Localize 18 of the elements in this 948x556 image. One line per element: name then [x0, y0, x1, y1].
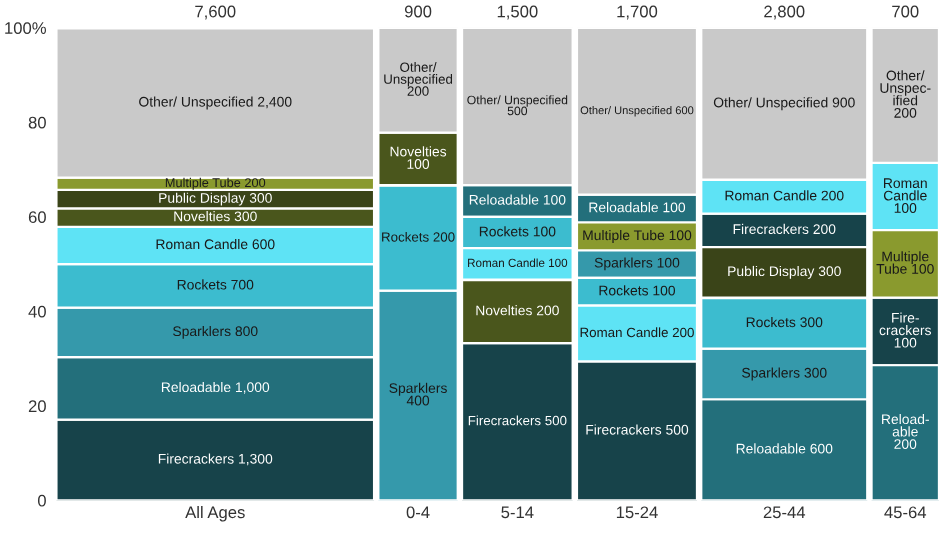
y-tick-label: 0 [37, 494, 46, 507]
x-tick-label: 0-4 [406, 506, 430, 519]
text: 700 [892, 5, 919, 18]
text: 2,800 [764, 5, 805, 20]
y-tick-label: 80 [28, 116, 46, 129]
text: 1,700 [617, 5, 658, 20]
text: 7,600 [195, 5, 236, 20]
text: 1,500 [497, 5, 538, 20]
x-tick-label: All Ages [185, 505, 245, 522]
y-tick-label: 40 [28, 305, 46, 318]
text: 900 [404, 5, 432, 18]
x-tick-label: 15-24 [616, 506, 658, 519]
y-tick-label: 20 [28, 400, 46, 413]
y-tick-label: 60 [28, 211, 46, 224]
y-tick-label: 100% [5, 22, 46, 34]
x-tick-label: 45-64 [884, 506, 927, 519]
x-tick-label: 5-14 [501, 506, 534, 519]
x-tick-label: 25-44 [763, 506, 806, 519]
